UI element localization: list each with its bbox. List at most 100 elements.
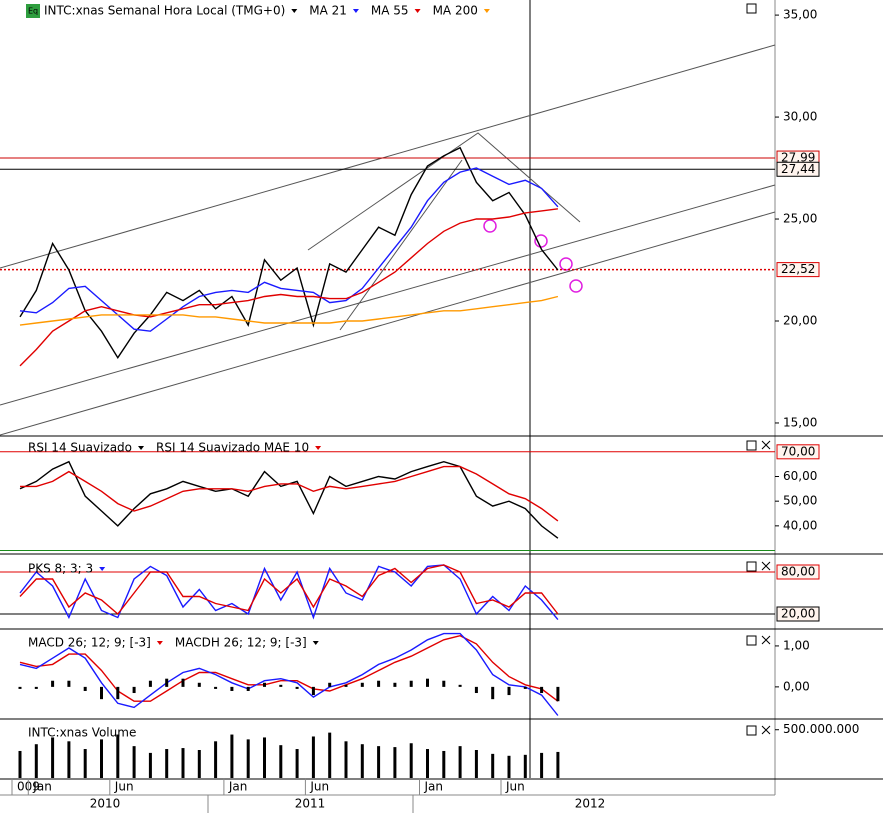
legend-entry: MA 200: [433, 4, 478, 18]
window-button: [746, 635, 757, 646]
close-button: [761, 561, 771, 571]
bar: [116, 734, 120, 778]
x-tick-label: Jan: [32, 780, 52, 794]
y-tick-label: 35,00: [783, 8, 817, 22]
trend-line: [0, 211, 776, 436]
bar: [377, 746, 381, 778]
bar: [458, 746, 462, 778]
bar: [295, 749, 299, 778]
bar: [540, 752, 544, 778]
bar: [491, 753, 495, 778]
y-tick-label: 500.000.000: [783, 722, 859, 736]
bar: [474, 750, 478, 778]
x-group-label: 2010: [90, 797, 121, 811]
window-button: [746, 725, 757, 736]
bar: [67, 680, 71, 687]
y-tick-label: 40,00: [783, 518, 817, 532]
bar: [507, 686, 511, 696]
y-tick-label: 60,00: [783, 469, 817, 483]
legend-entry: RSI 14 Suavizado MAE 10: [156, 441, 309, 455]
legend-dropdown: [99, 567, 106, 571]
x-group-label: 2012: [575, 797, 606, 811]
legend-dropdown: [352, 9, 359, 13]
bar: [100, 739, 103, 778]
bar: [393, 682, 397, 687]
x-tick-label: Jan: [424, 780, 444, 794]
bar: [279, 745, 283, 778]
legend-entry: MA 21: [309, 4, 347, 18]
trend-line: [0, 184, 776, 406]
bar: [523, 754, 527, 778]
close-button: [761, 635, 771, 645]
series-line: [19, 564, 559, 616]
legend-entry: MA 55: [371, 4, 409, 18]
level-label: 27,44: [781, 162, 815, 176]
bar: [165, 678, 169, 687]
series-line: [19, 632, 559, 716]
bar: [377, 680, 381, 687]
bar: [474, 686, 478, 694]
series-line: [19, 146, 559, 359]
bar: [491, 686, 495, 700]
y-tick-label: 30,00: [783, 110, 817, 124]
level-label: 27,99: [781, 151, 815, 165]
level-label: 70,00: [781, 444, 815, 458]
bar: [360, 682, 364, 687]
bar: [409, 680, 413, 687]
bar: [214, 686, 218, 689]
bar: [507, 755, 511, 778]
bar: [132, 686, 136, 694]
bar: [67, 741, 71, 778]
bar: [34, 744, 38, 778]
bar: [18, 686, 22, 689]
bar: [100, 686, 103, 700]
bar: [328, 682, 332, 687]
bar: [442, 750, 446, 778]
bar: [181, 678, 185, 687]
x-tick-label: Jan: [228, 780, 248, 794]
series-line: [19, 208, 558, 367]
bar: [556, 751, 560, 778]
bar: [393, 747, 397, 778]
markers: [483, 219, 583, 293]
y-tick-label: 15,00: [783, 415, 817, 429]
legend-entry: MACD 26; 12; 9; [-3]: [28, 636, 151, 650]
x-group-label: 2011: [295, 797, 326, 811]
legend-entry: INTC:xnas Volume: [28, 726, 136, 740]
y-tick-label: 0,00: [783, 679, 810, 693]
level-label: 20,00: [781, 607, 815, 621]
bar: [165, 749, 169, 778]
bar: [181, 748, 185, 778]
close-button: [761, 725, 771, 735]
bar: [18, 750, 22, 778]
x-tick-label: Jun: [309, 780, 329, 794]
bar: [344, 741, 348, 778]
legend-entry: MACDH 26; 12; 9; [-3]: [175, 636, 307, 650]
bar: [279, 684, 283, 687]
x-tick-label: Jun: [505, 780, 525, 794]
bar: [556, 686, 560, 702]
bar: [148, 752, 152, 778]
legend-dropdown: [156, 641, 163, 645]
bar: [230, 686, 234, 691]
bar: [311, 736, 315, 778]
bar: [51, 737, 55, 778]
bar: [263, 682, 266, 687]
legend-entry: RSI 14 Suavizado: [28, 441, 132, 455]
bar: [523, 686, 527, 689]
bar: [360, 744, 364, 778]
window-button: [746, 561, 757, 572]
bar: [246, 686, 250, 691]
y-tick-label: 20,00: [783, 313, 817, 327]
legend-dropdown: [414, 9, 421, 13]
x-tick-label: Jun: [114, 780, 134, 794]
bar: [132, 746, 136, 778]
legend-dropdown: [483, 9, 490, 13]
bar: [328, 732, 332, 778]
series-line: [20, 465, 559, 522]
bar: [263, 737, 266, 778]
window-button: [746, 3, 757, 14]
legend-entry: PKS 8; 3; 3: [28, 562, 93, 576]
